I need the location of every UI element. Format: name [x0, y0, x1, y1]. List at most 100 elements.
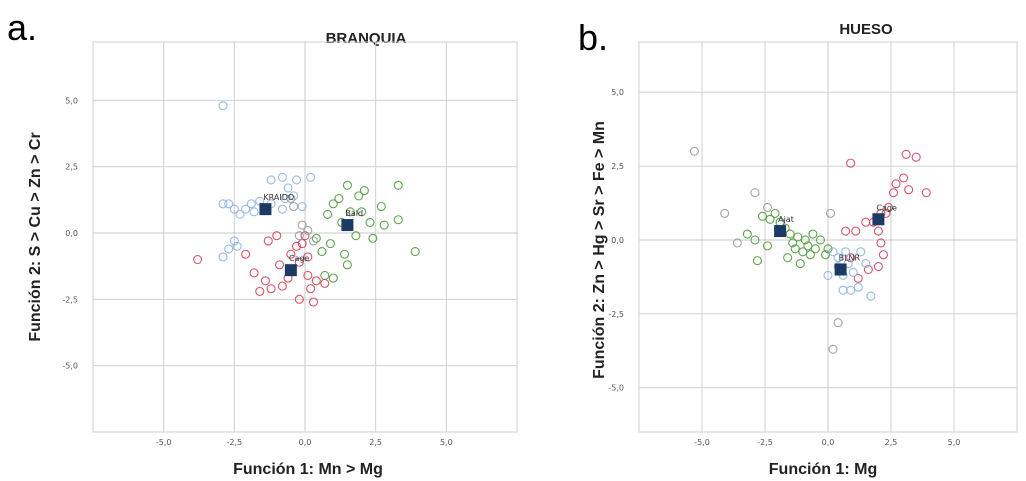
data-point: [876, 238, 886, 248]
x-tick-label: 2,5: [885, 438, 898, 447]
centroid-label: Bald: [345, 209, 363, 218]
data-point: [291, 241, 302, 251]
data-point: [224, 199, 234, 209]
data-point: [376, 201, 386, 212]
data-point: [272, 231, 282, 241]
data-point: [249, 207, 259, 217]
data-point: [323, 209, 333, 219]
data-point: [359, 186, 369, 196]
centroid-label: BLNR: [839, 254, 861, 263]
data-point: [354, 191, 364, 201]
x-tick-label: 5,0: [948, 438, 961, 447]
data-point: [379, 220, 389, 230]
panel-b-letter: b.: [578, 17, 608, 58]
data-point: [334, 193, 344, 204]
data-point: [308, 297, 319, 307]
data-point: [810, 244, 820, 254]
data-point: [873, 261, 883, 272]
data-point: [798, 247, 808, 257]
data-point: [891, 179, 901, 189]
data-point: [815, 235, 825, 245]
centroid-label: KRAIDO: [263, 193, 294, 202]
data-point: [846, 253, 856, 263]
centroid-label: Ajat: [778, 215, 794, 224]
data-point: [232, 241, 242, 251]
data-point: [742, 229, 752, 239]
data-point: [883, 202, 894, 213]
data-point: [911, 152, 921, 162]
y-tick-label: 0,0: [65, 229, 78, 238]
data-point: [410, 247, 420, 257]
data-point: [311, 276, 321, 286]
data-point: [765, 214, 775, 224]
data-point: [808, 229, 818, 239]
data-point: [342, 260, 352, 270]
x-tick-label: 0,0: [299, 438, 312, 447]
data-point: [277, 204, 287, 214]
data-point: [224, 244, 234, 254]
x-tick-label: -2,5: [227, 438, 243, 447]
centroid-label: Cage: [289, 254, 310, 263]
data-point: [820, 250, 831, 260]
data-point: [351, 231, 361, 241]
data-point: [317, 247, 327, 257]
data-point: [795, 259, 805, 269]
data-point: [229, 204, 239, 214]
data-point: [848, 267, 858, 278]
data-point: [303, 270, 313, 281]
data-point: [286, 249, 296, 259]
x-tick-label: -2,5: [757, 438, 773, 447]
panel-a-letter: a.: [7, 7, 37, 48]
data-point: [241, 249, 251, 259]
group-centroid: [834, 263, 847, 276]
data-point: [878, 250, 888, 260]
data-point: [365, 217, 375, 227]
data-point: [393, 215, 403, 225]
data-point: [921, 188, 931, 198]
data-point: [788, 238, 798, 248]
data-point: [280, 193, 290, 204]
y-tick-label: -2,5: [62, 295, 78, 304]
data-point: [311, 233, 321, 243]
data-point: [793, 232, 803, 242]
data-point: [828, 247, 838, 257]
data-point: [833, 318, 843, 328]
data-point: [853, 273, 863, 283]
x-axis-label: Función 1: Mn > Mg: [233, 461, 383, 478]
data-point: [340, 249, 350, 259]
data-point: [689, 146, 699, 156]
data-point: [266, 175, 276, 185]
data-point: [783, 253, 793, 263]
y-axis-label: Función 2: Zn > Hg > Sr > Fe > Mn: [591, 121, 608, 379]
data-point: [805, 250, 815, 260]
y-tick-label: 0,0: [611, 236, 624, 245]
data-point: [899, 173, 909, 183]
data-point: [393, 180, 403, 190]
data-point: [342, 180, 352, 190]
data-point: [752, 256, 762, 266]
data-point: [289, 191, 299, 201]
data-point: [291, 175, 302, 185]
data-point: [901, 149, 911, 159]
centroid-label: Cage: [876, 203, 897, 212]
data-point: [904, 185, 914, 195]
data-point: [861, 259, 871, 269]
x-tick-label: 2,5: [369, 438, 382, 447]
data-point: [308, 236, 319, 246]
data-point: [266, 284, 276, 294]
data-point: [328, 199, 338, 209]
data-point: [863, 264, 873, 275]
chart-branquia: BRANQUIA -5,0 -2,5 0,0 2,5 5,0 -5,0 -2,5 0,0 2,5…: [27, 30, 518, 478]
data-point: [861, 217, 871, 227]
data-point: [277, 281, 287, 291]
data-point: [856, 247, 866, 257]
data-point: [866, 291, 876, 301]
data-point: [294, 294, 304, 304]
data-point: [320, 270, 330, 281]
data-point: [306, 284, 316, 294]
data-point: [888, 188, 899, 198]
data-point: [841, 247, 851, 257]
y-tick-label: -2,5: [608, 310, 624, 319]
data-point: [833, 253, 843, 263]
